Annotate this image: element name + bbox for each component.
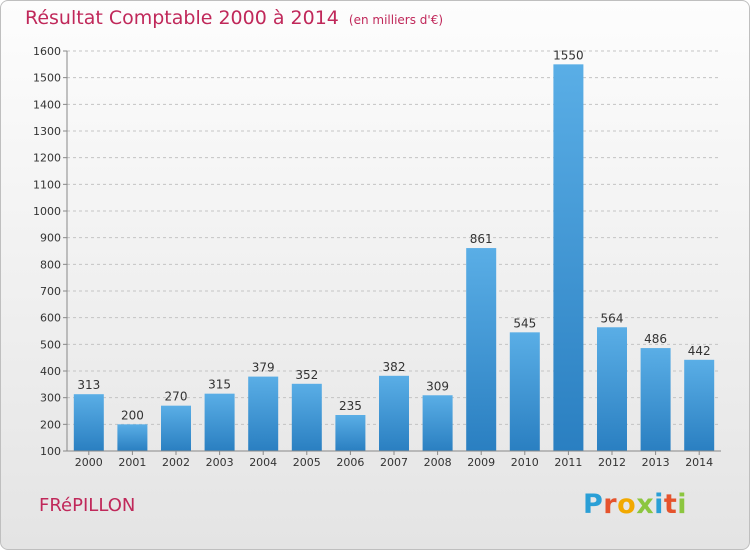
bar-labels: 313 200 270 315 379 352 235 382 309 861 545 1550 564… [77, 48, 710, 422]
x-tick-label: 2001 [118, 456, 146, 469]
bar-value-label: 1550 [553, 48, 584, 62]
x-tick-label: 2003 [206, 456, 234, 469]
y-tick-label: 1000 [33, 205, 61, 218]
y-tick-label: 1200 [33, 152, 61, 165]
x-axis-ticks: 2000 2001 2002 2003 2004 2005 2006 2007 2008 2009… [75, 451, 713, 469]
x-tick-label: 2012 [598, 456, 626, 469]
bar-value-label: 861 [470, 232, 493, 246]
y-tick-label: 1100 [33, 178, 61, 191]
location-name: FRéPILLON [39, 495, 136, 516]
bar-2010 [509, 332, 540, 451]
y-tick-label: 1300 [33, 125, 61, 138]
x-tick-label: 2011 [554, 456, 582, 469]
y-tick-label: 600 [40, 312, 61, 325]
y-tick-label: 700 [40, 285, 61, 298]
x-tick-label: 2000 [75, 456, 103, 469]
logo-letter: i [654, 489, 664, 520]
x-tick-label: 2008 [424, 456, 452, 469]
x-tick-label: 2006 [336, 456, 364, 469]
bar-value-label: 564 [601, 311, 624, 325]
y-tick-label: 200 [40, 418, 61, 431]
chart-title: Résultat Comptable 2000 à 2014 (en millie… [25, 7, 443, 29]
logo-letter: P [583, 489, 604, 520]
x-tick-label: 2014 [685, 456, 713, 469]
y-tick-label: 800 [40, 258, 61, 271]
bar-2002 [161, 405, 191, 451]
bar-2014 [684, 359, 715, 451]
y-tick-label: 100 [40, 445, 61, 458]
proxiti-logo: Proxiti [583, 489, 687, 520]
bar-2007 [379, 375, 409, 451]
x-tick-label: 2010 [511, 456, 539, 469]
bar-2008 [422, 395, 453, 451]
bar-2005 [291, 383, 322, 451]
bar-value-label: 442 [688, 344, 711, 358]
bar-value-label: 309 [426, 379, 449, 393]
y-tick-label: 1500 [33, 72, 61, 85]
bar-2006 [335, 415, 366, 451]
bar-2000 [73, 394, 104, 451]
bar-value-label: 313 [77, 378, 100, 392]
y-tick-label: 1400 [33, 98, 61, 111]
x-tick-label: 2004 [249, 456, 277, 469]
logo-letter: x [636, 489, 655, 520]
logo-letter: o [617, 489, 637, 520]
bar-2012 [597, 327, 627, 451]
bar-2009 [466, 248, 497, 451]
bar-value-label: 545 [513, 316, 536, 330]
bar-2004 [248, 376, 279, 451]
y-tick-label: 300 [40, 392, 61, 405]
bar-2011 [553, 64, 584, 452]
chart-title-text: Résultat Comptable 2000 à 2014 [25, 7, 339, 29]
bar-value-label: 270 [165, 390, 188, 404]
bar-value-label: 200 [121, 408, 144, 422]
x-tick-label: 2002 [162, 456, 190, 469]
logo-letter: r [603, 489, 618, 520]
y-tick-label: 500 [40, 338, 61, 351]
bar-2003 [204, 393, 235, 451]
x-tick-label: 2013 [642, 456, 670, 469]
chart-subtitle: (en milliers d'€) [348, 13, 444, 27]
bar-2013 [640, 348, 671, 451]
bar-value-label: 235 [339, 399, 362, 413]
bar-2001 [117, 424, 148, 451]
bar-value-label: 379 [252, 361, 275, 375]
x-tick-label: 2007 [380, 456, 408, 469]
bar-value-label: 315 [208, 378, 231, 392]
logo-letter: t [663, 489, 678, 520]
x-tick-label: 2005 [293, 456, 321, 469]
bar-value-label: 382 [383, 360, 406, 374]
y-tick-label: 900 [40, 232, 61, 245]
y-axis-ticks: 100 200 300 400 500 600 700 800 900 1000 1100 1200 1… [33, 45, 67, 458]
bars [73, 64, 715, 452]
logo-letter: i [677, 489, 688, 520]
x-tick-label: 2009 [467, 456, 495, 469]
bar-value-label: 486 [644, 332, 667, 346]
y-tick-label: 400 [40, 365, 61, 378]
bar-value-label: 352 [295, 368, 318, 382]
y-tick-label: 1600 [33, 45, 61, 58]
